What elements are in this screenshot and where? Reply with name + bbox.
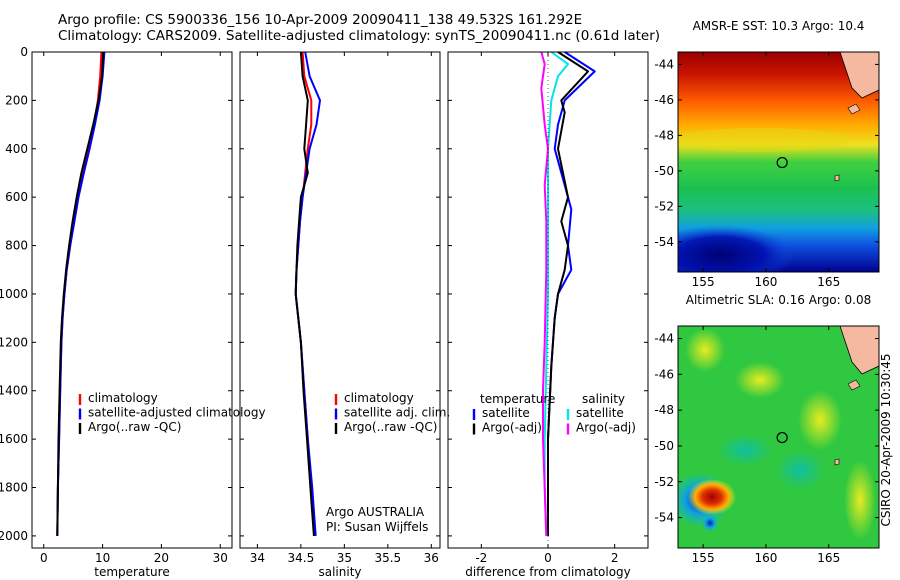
ytick-label-temperature-5: 1000 [0, 287, 28, 301]
ytick-label-sla_map-4: -52 [654, 475, 674, 489]
figure-title-line1: Argo profile: CS 5900336_156 10-Apr-2009… [58, 12, 583, 28]
argo-position-marker-sst_map [776, 156, 788, 169]
sst-land-newzealand [839, 52, 879, 99]
xtick-label-salinity-3: 35.5 [374, 551, 401, 565]
xtick-label-difference-1: 0 [544, 551, 552, 565]
legend-label-difference-3: Argo(-adj) [576, 421, 636, 435]
ytick-label-sst_map-3: -50 [654, 164, 674, 178]
ytick-label-temperature-7: 1400 [0, 384, 28, 398]
ytick-label-sla_map-1: -46 [654, 367, 674, 381]
ytick-label-sst_map-1: -46 [654, 93, 674, 107]
xtick-label-sst_map-0: 155 [692, 275, 715, 289]
xtick-label-sla_map-1: 160 [754, 551, 777, 565]
side-timestamp-label: CSIRO 20-Apr-2009 10:30:45 [879, 353, 893, 526]
panel-sst_map: 155 160 165 -44 -46 -48 -50 -52 -54 AMSR-E SST: 1… [654, 19, 880, 289]
xtick-label-sla_map-0: 155 [692, 551, 715, 565]
series-difference-1 [547, 51, 589, 536]
legend-header-temperature: temperature [480, 392, 555, 406]
xtick-label-sst_map-2: 165 [817, 275, 840, 289]
axes-sla_map [677, 325, 880, 549]
xtick-label-sla_map-2: 165 [817, 551, 840, 565]
annotation-salinity-1: PI: Susan Wijffels [326, 520, 428, 534]
ytick-label-sst_map-4: -52 [654, 199, 674, 213]
legend-label-difference-0: satellite [482, 406, 530, 420]
ytick-label-sla_map-2: -48 [654, 403, 674, 417]
xtick-label-salinity-0: 34 [250, 551, 265, 565]
ytick-label-temperature-8: 1600 [0, 432, 28, 446]
axes-salinity [239, 51, 441, 549]
panel-temperature: 0 10 20 30 0 200 400 600 800 1000 1200 1400 1600 1800… [0, 45, 266, 579]
series-salinity-2 [294, 51, 315, 536]
series-temperature-2 [56, 51, 105, 536]
ytick-label-temperature-2: 400 [5, 142, 28, 156]
ytick-label-temperature-4: 800 [5, 239, 28, 253]
xtick-label-difference-2: 2 [611, 551, 619, 565]
map-title-sst_map: AMSR-E SST: 10.3 Argo: 10.4 [693, 19, 865, 33]
panel-sla_map: 155 160 165 -44 -46 -48 -50 -52 -54 Altimetric SL… [654, 293, 880, 565]
axes-sst_map [677, 51, 880, 273]
figure-title-line2: Climatology: CARS2009. Satellite-adjuste… [58, 28, 661, 44]
ytick-label-temperature-9: 1800 [0, 481, 28, 495]
xtick-label-salinity-4: 36 [424, 551, 439, 565]
legend-label-salinity-2: Argo(..raw -QC) [344, 420, 437, 434]
axes-temperature [31, 51, 233, 549]
ytick-label-sst_map-2: -48 [654, 128, 674, 142]
argo-position-marker-sla_map [776, 431, 788, 444]
ytick-label-temperature-1: 200 [5, 93, 28, 107]
legend-label-difference-1: Argo(-adj) [482, 421, 542, 435]
xtick-label-temperature-3: 30 [213, 551, 228, 565]
xlabel-difference: difference from climatology [465, 565, 631, 579]
series-difference-2 [543, 51, 569, 536]
sst-map [678, 52, 879, 272]
xtick-label-salinity-2: 35 [337, 551, 352, 565]
annotation-salinity-0: Argo AUSTRALIA [326, 505, 425, 519]
xlabel-temperature: temperature [94, 565, 169, 579]
ytick-label-temperature-3: 600 [5, 190, 28, 204]
ytick-label-temperature-6: 1200 [0, 335, 28, 349]
legend-label-temperature-1: satellite-adjusted climatology [88, 406, 266, 420]
ytick-label-sla_map-5: -54 [654, 511, 674, 525]
legend-label-salinity-0: climatology [344, 391, 414, 405]
legend-label-temperature-0: climatology [88, 391, 158, 405]
ytick-label-temperature-10: 2000 [0, 529, 28, 543]
legend-label-difference-2: satellite [576, 406, 624, 420]
chart-layer: 0 10 20 30020040060080010001200140016001800… [0, 19, 893, 579]
legend-header-salinity: salinity [582, 392, 625, 406]
xtick-label-sst_map-1: 160 [754, 275, 777, 289]
sla-land-newzealand [839, 326, 879, 375]
sla-map [678, 326, 879, 548]
series-difference-0 [547, 51, 596, 536]
xtick-label-temperature-1: 10 [95, 551, 110, 565]
map-title-sla_map: Altimetric SLA: 0.16 Argo: 0.08 [686, 293, 871, 307]
series-difference-3 [540, 51, 549, 536]
xtick-label-difference-0: -2 [475, 551, 487, 565]
xtick-label-temperature-0: 0 [40, 551, 48, 565]
ytick-label-temperature-0: 0 [20, 45, 28, 59]
ytick-label-sst_map-5: -54 [654, 235, 674, 249]
legend-label-temperature-2: Argo(..raw -QC) [88, 420, 181, 434]
xtick-label-salinity-1: 34.5 [288, 551, 315, 565]
ytick-label-sla_map-3: -50 [654, 439, 674, 453]
ytick-label-sst_map-0: -44 [654, 57, 674, 71]
ytick-label-sla_map-0: -44 [654, 332, 674, 346]
legend-label-salinity-1: satellite adj. clim. [344, 406, 450, 420]
xlabel-salinity: salinity [318, 565, 361, 579]
xtick-label-temperature-2: 20 [154, 551, 169, 565]
panel-salinity: 34 34.5 35 35.5 36 salinity climatologysatelli… [239, 51, 450, 579]
